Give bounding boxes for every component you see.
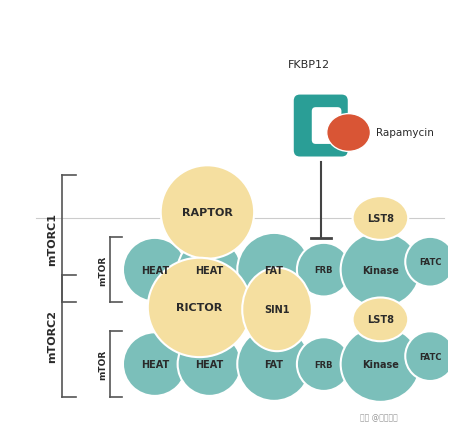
Ellipse shape bbox=[123, 332, 187, 396]
Text: FATC: FATC bbox=[419, 258, 441, 267]
Ellipse shape bbox=[341, 326, 420, 402]
Text: FAT: FAT bbox=[265, 359, 284, 369]
Text: mTORC1: mTORC1 bbox=[47, 213, 58, 266]
Text: FRB: FRB bbox=[315, 360, 333, 369]
Text: FATC: FATC bbox=[419, 352, 441, 361]
Text: FKBP12: FKBP12 bbox=[288, 60, 330, 70]
Ellipse shape bbox=[352, 298, 408, 341]
Text: Rapamycin: Rapamycin bbox=[377, 128, 434, 138]
FancyBboxPatch shape bbox=[312, 108, 342, 144]
Text: FRB: FRB bbox=[315, 266, 333, 274]
Ellipse shape bbox=[178, 238, 241, 302]
Ellipse shape bbox=[237, 328, 311, 401]
Text: LST8: LST8 bbox=[367, 315, 394, 325]
Ellipse shape bbox=[242, 268, 312, 351]
Ellipse shape bbox=[341, 232, 420, 308]
Ellipse shape bbox=[297, 243, 351, 297]
Ellipse shape bbox=[297, 338, 351, 391]
FancyBboxPatch shape bbox=[293, 95, 349, 158]
Text: HEAT: HEAT bbox=[195, 265, 224, 275]
Text: RAPTOR: RAPTOR bbox=[182, 208, 233, 218]
Text: Kinase: Kinase bbox=[362, 359, 399, 369]
Text: mTOR: mTOR bbox=[99, 349, 108, 379]
Ellipse shape bbox=[405, 237, 450, 287]
Ellipse shape bbox=[327, 114, 370, 152]
Ellipse shape bbox=[237, 233, 311, 307]
Ellipse shape bbox=[123, 238, 187, 302]
Text: HEAT: HEAT bbox=[141, 265, 169, 275]
Ellipse shape bbox=[405, 332, 450, 381]
Ellipse shape bbox=[178, 332, 241, 396]
Ellipse shape bbox=[161, 166, 254, 259]
Text: HEAT: HEAT bbox=[141, 359, 169, 369]
Ellipse shape bbox=[148, 258, 251, 357]
Ellipse shape bbox=[352, 197, 408, 240]
Text: 知乎 @安迪米奥: 知乎 @安迪米奥 bbox=[360, 412, 397, 421]
Text: mTORC2: mTORC2 bbox=[47, 310, 58, 362]
Text: Kinase: Kinase bbox=[362, 265, 399, 275]
Text: FAT: FAT bbox=[265, 265, 284, 275]
Text: LST8: LST8 bbox=[367, 213, 394, 224]
Text: mTOR: mTOR bbox=[99, 255, 108, 285]
Text: RICTOR: RICTOR bbox=[176, 303, 223, 313]
Text: SIN1: SIN1 bbox=[264, 305, 290, 315]
Text: HEAT: HEAT bbox=[195, 359, 224, 369]
